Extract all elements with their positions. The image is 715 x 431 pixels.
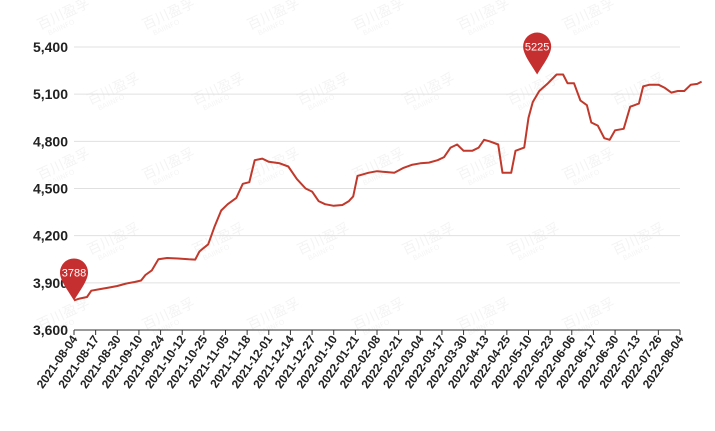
y-tick-label: 3,900 [33,275,68,291]
pin-shape [523,32,552,75]
y-tick-label: 4,800 [33,133,68,149]
pin-shape [60,258,88,301]
y-tick-label: 4,200 [33,228,68,244]
series-layer [73,73,703,302]
series-line [73,73,703,302]
y-tick-label: 4,500 [33,181,68,197]
pin-label: 5225 [525,42,549,54]
marker-layer: 3788 5225 [60,32,552,301]
y-tick-label: 3,600 [33,322,68,338]
y-tick-label: 5,400 [33,39,68,55]
watermark-layer: 百川盈孚BAIINFO百川盈孚BAIINFO百川盈孚BAIINFO百川盈孚BAI… [35,0,668,337]
grid-lines [74,46,680,284]
pin-label: 3788 [62,267,86,279]
min-marker: 3788 [60,258,88,301]
y-tick-label: 5,100 [33,86,68,102]
y-axis: 3,600 3,900 4,200 4,500 4,800 5,100 5,400 [33,39,680,338]
max-marker: 5225 [523,32,552,75]
x-axis: 2021-08-042021-08-172021-08-302021-09-10… [34,330,687,391]
